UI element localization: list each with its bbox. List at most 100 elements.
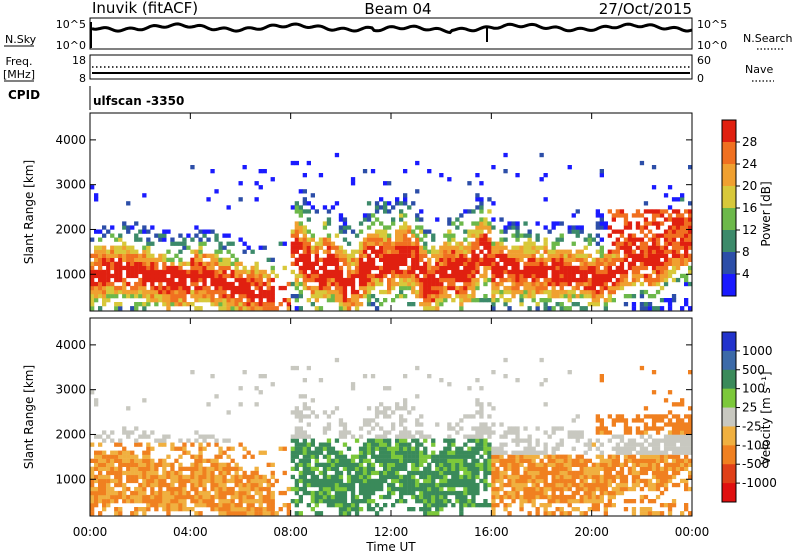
power-cell	[647, 281, 653, 287]
velocity-cell	[579, 434, 584, 439]
velocity-cell	[571, 434, 576, 439]
velocity-cell	[298, 426, 303, 431]
power-cell	[579, 306, 584, 311]
velocity-cell	[162, 470, 167, 476]
power-cell	[210, 302, 215, 307]
velocity-cell	[342, 507, 348, 512]
velocity-cell	[326, 490, 332, 496]
nsky-frame	[89, 17, 693, 50]
power-cell	[346, 273, 352, 279]
power-cell	[631, 302, 637, 307]
power-cell	[479, 241, 484, 246]
velocity-cell	[330, 466, 336, 471]
power-cell	[258, 306, 263, 311]
power-cell	[439, 245, 444, 250]
power-cell	[222, 302, 227, 307]
power-cell	[130, 257, 135, 262]
velocity-cell	[475, 458, 480, 463]
power-cell	[366, 245, 372, 250]
power-cell	[431, 249, 436, 254]
power-cell	[655, 245, 661, 250]
power-cell	[503, 285, 508, 291]
power-cell	[663, 261, 669, 266]
power-cell	[684, 261, 689, 266]
power-cell	[663, 217, 669, 222]
velocity-cell	[342, 499, 348, 504]
velocity-cell	[639, 486, 645, 492]
velocity-cell	[471, 494, 476, 500]
velocity-cell	[182, 494, 187, 500]
power-cell	[294, 233, 299, 238]
velocity-cell	[563, 486, 568, 492]
velocity-cell	[684, 478, 689, 484]
velocity-cell	[627, 426, 633, 431]
power-cell	[411, 249, 416, 254]
velocity-cell	[403, 486, 408, 492]
power-cell	[238, 302, 243, 307]
power-cell	[471, 265, 476, 271]
power-cell	[455, 265, 460, 271]
velocity-cell	[627, 454, 633, 459]
power-cell	[455, 261, 460, 266]
power-cell	[639, 261, 645, 266]
power-cell	[370, 233, 376, 238]
power-cell	[455, 257, 460, 262]
power-cell	[607, 261, 612, 266]
power-cell	[591, 237, 596, 242]
power-cell	[655, 221, 661, 226]
power-cell	[647, 253, 653, 258]
power-cell	[651, 185, 657, 190]
velocity-cell	[547, 462, 552, 467]
power-cell	[134, 237, 139, 242]
power-cell	[459, 298, 464, 303]
velocity-cell	[523, 494, 528, 500]
power-cell	[230, 289, 235, 295]
power-cell	[318, 294, 324, 299]
power-cell	[282, 265, 287, 271]
power-cell	[515, 237, 520, 242]
power-cell	[427, 281, 432, 287]
power-cell	[655, 261, 661, 266]
velocity-cell	[286, 503, 291, 508]
power-cell	[206, 289, 211, 295]
velocity-cell	[539, 466, 544, 471]
velocity-cell	[619, 490, 625, 496]
velocity-cell	[680, 446, 685, 451]
power-cell	[391, 253, 396, 258]
power-cell	[258, 277, 263, 283]
power-cell	[154, 289, 159, 295]
velocity-cell	[688, 450, 693, 455]
velocity-cell	[278, 446, 283, 451]
power-cell	[551, 269, 556, 275]
power-cell	[178, 273, 183, 279]
velocity-cell	[443, 503, 448, 508]
velocity-cell	[527, 499, 532, 504]
velocity-cell	[495, 450, 500, 455]
velocity-cell	[174, 478, 179, 484]
velocity-cell	[330, 410, 336, 415]
power-cell	[194, 294, 199, 299]
velocity-cell	[234, 490, 239, 496]
power-cell	[551, 277, 556, 283]
power-cell	[595, 257, 600, 262]
power-cell	[90, 269, 95, 275]
velocity-cell	[338, 422, 344, 427]
power-cell	[635, 273, 641, 279]
velocity-cell	[182, 446, 187, 451]
power-cell	[663, 233, 669, 238]
velocity-cell	[94, 478, 99, 484]
velocity-cell	[519, 486, 524, 492]
velocity-cell	[106, 478, 111, 484]
velocity-cell	[322, 426, 328, 431]
velocity-cell	[475, 490, 480, 496]
power-cell	[246, 306, 251, 311]
velocity-cell	[395, 450, 400, 455]
power-cell	[226, 257, 231, 262]
power-cell	[262, 273, 267, 279]
velocity-cell	[443, 499, 448, 504]
power-cell	[362, 269, 368, 275]
time-tick-label: 16:00	[474, 525, 509, 539]
power-cell	[643, 225, 649, 230]
velocity-cell	[138, 470, 143, 476]
velocity-cell	[663, 503, 669, 508]
